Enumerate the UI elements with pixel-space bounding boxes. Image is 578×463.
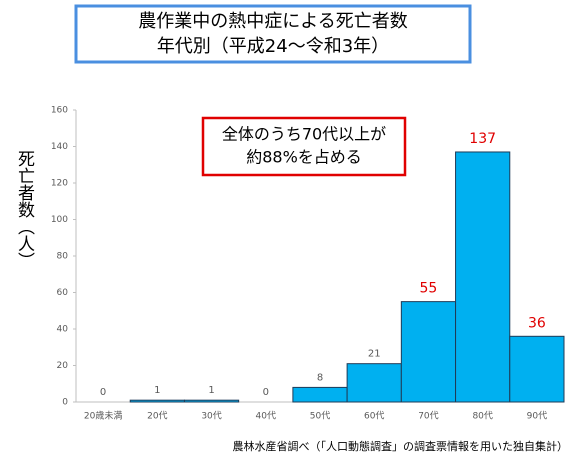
bar: [455, 151, 511, 403]
y-tick-label: 120: [51, 179, 68, 189]
data-label: 1: [208, 385, 214, 396]
data-label: 55: [420, 281, 438, 297]
bar: [400, 301, 457, 403]
bar: [346, 363, 402, 403]
bar: [183, 399, 240, 403]
x-tick-label: 20歳未満: [84, 410, 122, 422]
chart-title: 農作業中の熱中症による死亡者数: [138, 11, 407, 32]
x-tick-label: 80代: [472, 411, 492, 422]
y-axis-label: 死亡者数（人）: [14, 150, 35, 269]
x-tick-label: 30代: [201, 411, 221, 422]
x-tick-label: 60代: [364, 411, 384, 422]
annotation: 約88%を占める: [246, 148, 362, 167]
bar: [129, 399, 185, 403]
x-tick-label: 70代: [418, 411, 438, 422]
source: 農林水産省調べ（「人口動態調査」の調査票情報を用いた独自集計）: [233, 439, 569, 453]
bar: [509, 335, 565, 403]
y-tick-label: 80: [57, 252, 69, 262]
title-box: [74, 4, 472, 64]
y-tick-label: 0: [62, 398, 68, 408]
x-tick-label: 20代: [147, 411, 167, 422]
annotation-box: [201, 116, 407, 177]
data-label: 8: [317, 372, 323, 383]
y-tick-label: 40: [57, 325, 69, 335]
y-tick-label: 160: [51, 106, 68, 116]
data-label: 137: [469, 131, 496, 147]
y-tick-label: 100: [51, 215, 68, 225]
data-label: 0: [100, 387, 106, 398]
chart-subtitle: 年代別（平成24～令和3年）: [157, 36, 389, 57]
x-tick-label: 50代: [310, 411, 330, 422]
bar: [292, 386, 348, 403]
x-tick-label: 40代: [256, 411, 276, 422]
data-label: 36: [528, 315, 546, 331]
data-label: 0: [263, 387, 269, 398]
y-tick-label: 20: [57, 361, 69, 371]
data-label: 21: [368, 349, 381, 360]
data-label: 1: [154, 385, 160, 396]
y-tick-label: 60: [57, 288, 69, 298]
annotation: 全体のうち70代以上が: [222, 125, 386, 144]
y-tick-label: 140: [51, 142, 68, 152]
x-tick-label: 90代: [527, 411, 547, 422]
